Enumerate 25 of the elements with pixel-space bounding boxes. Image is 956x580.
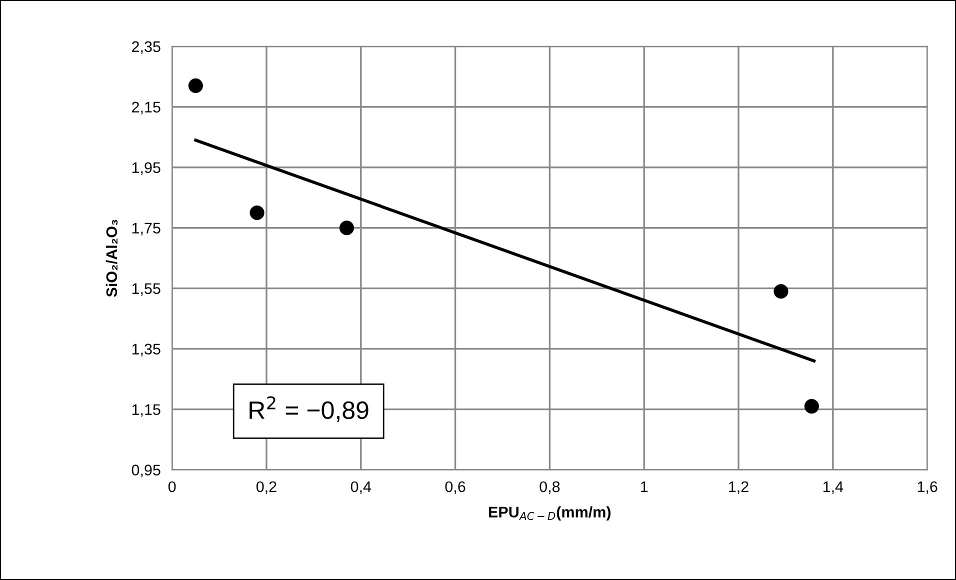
point xyxy=(250,205,264,220)
x-tick-label: 0,2 xyxy=(256,481,276,494)
x-tick-label: 1,6 xyxy=(918,481,938,494)
y-tick-label: 1,55 xyxy=(132,283,160,296)
x-tick-label: 1,4 xyxy=(823,481,844,494)
annotation: R$^{2}$ = −0,89 xyxy=(250,396,368,422)
x-tick-label: 0 xyxy=(168,481,176,492)
x-tick-label: 1 xyxy=(641,481,648,492)
x-tick-label: 0,8 xyxy=(540,481,560,494)
point xyxy=(188,78,203,93)
x-axis-title: EPU$_{AC−D}$(mm/m) xyxy=(489,506,611,521)
y-tick-label: 1,75 xyxy=(132,222,160,236)
point xyxy=(339,220,354,236)
y-tick-label: 2,15 xyxy=(132,102,160,114)
x-tick-label: 1,2 xyxy=(729,481,748,494)
y-tick-label: 2,35 xyxy=(132,41,160,54)
x-tick-label: 0,6 xyxy=(445,481,466,494)
point xyxy=(774,284,788,299)
x-tick-label: 0,4 xyxy=(350,481,372,494)
y-tick-label: 1,15 xyxy=(132,404,160,417)
y-tick-label: 1,95 xyxy=(132,162,160,175)
y-tick-label: 0,95 xyxy=(132,464,160,478)
y-axis-title: SiO₂/Al₂O₃ xyxy=(106,220,118,297)
y-tick-label: 1,35 xyxy=(132,344,160,356)
point xyxy=(804,399,819,414)
